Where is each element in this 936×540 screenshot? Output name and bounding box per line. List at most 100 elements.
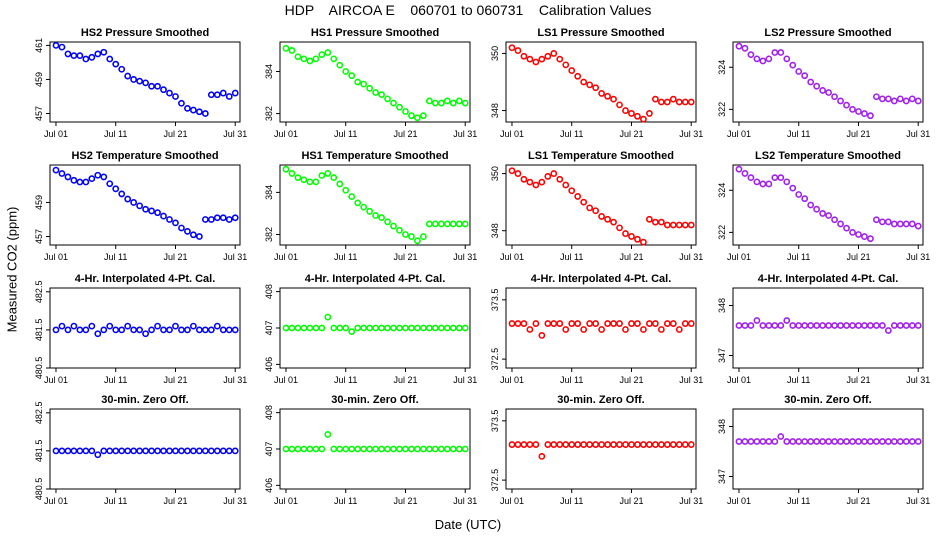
data-point — [419, 445, 427, 453]
data-point — [520, 52, 528, 60]
data-point — [402, 231, 409, 238]
data-point — [219, 89, 227, 97]
data-point — [312, 324, 320, 332]
plot-frame — [505, 164, 697, 246]
data-point — [219, 447, 227, 455]
data-point — [160, 212, 167, 220]
data-point — [675, 441, 683, 448]
data-point — [902, 322, 910, 329]
data-point — [544, 173, 552, 180]
plot-frame — [732, 41, 924, 123]
x-tick-label: Jul 31 — [223, 129, 247, 139]
data-point — [348, 328, 356, 336]
data-point — [390, 445, 397, 453]
data-point — [414, 114, 421, 122]
chart-title: 30-min. Zero Off. — [784, 394, 871, 406]
data-point — [556, 441, 564, 448]
data-point — [178, 224, 185, 232]
plot-frame — [279, 41, 471, 123]
data-point — [124, 72, 132, 80]
data-point — [777, 322, 785, 329]
data-point — [562, 326, 570, 333]
data-point — [867, 322, 874, 329]
data-point — [747, 322, 755, 329]
data-point — [172, 322, 179, 330]
x-tick-label: Jul 01 — [274, 496, 298, 506]
data-point — [831, 438, 838, 445]
data-point — [372, 324, 379, 332]
data-point — [837, 220, 844, 228]
x-tick-label: Jul 31 — [223, 252, 247, 262]
data-point — [562, 441, 570, 448]
data-point — [520, 441, 528, 448]
data-point — [813, 438, 821, 445]
x-tick-label: Jul 11 — [334, 252, 357, 262]
data-point — [288, 170, 296, 177]
data-point — [312, 445, 320, 453]
data-point — [532, 320, 540, 327]
x-tick-label: Jul 01 — [44, 129, 68, 139]
data-point — [574, 441, 582, 448]
data-point — [884, 438, 892, 445]
y-tick-label: 482.5 — [34, 402, 44, 425]
data-point — [195, 108, 203, 116]
data-point — [878, 322, 886, 329]
x-tick-label: Jul 21 — [163, 375, 187, 385]
data-point — [201, 447, 209, 455]
data-point — [645, 441, 653, 448]
data-point — [747, 51, 755, 59]
data-point — [76, 52, 84, 60]
data-point — [354, 445, 362, 453]
plot-frame — [505, 408, 697, 490]
data-point — [354, 78, 362, 86]
data-point — [586, 204, 594, 212]
data-point — [896, 95, 904, 103]
chart-title: 4-Hr. Interpolated 4-Pt. Cal. — [75, 273, 216, 285]
y-tick-label: 372.5 — [490, 348, 500, 371]
data-point — [106, 447, 114, 455]
data-point — [455, 220, 463, 228]
data-point — [437, 99, 445, 107]
x-tick-label: Jul 11 — [787, 252, 810, 262]
x-tick-label: Jul 01 — [727, 129, 751, 139]
data-point — [598, 326, 605, 333]
data-point — [735, 165, 743, 173]
data-point — [645, 320, 653, 327]
data-point — [318, 324, 326, 332]
data-point — [189, 322, 197, 330]
data-point — [336, 324, 344, 332]
data-point — [663, 98, 671, 106]
data-point — [508, 167, 516, 175]
data-point — [82, 326, 90, 334]
x-tick-label: Jul 31 — [906, 252, 930, 262]
data-point — [765, 180, 773, 188]
data-point — [592, 320, 600, 327]
data-point — [312, 178, 320, 186]
data-point — [807, 78, 815, 86]
data-point — [64, 447, 72, 455]
data-point — [76, 326, 84, 334]
data-point — [425, 97, 433, 105]
data-point — [914, 322, 922, 329]
x-tick-label: Jul 31 — [453, 129, 477, 139]
data-point — [855, 231, 862, 238]
data-point — [106, 322, 114, 330]
y-tick-label: 322 — [717, 225, 727, 240]
data-point — [890, 97, 898, 105]
data-point — [580, 441, 588, 448]
x-tick-label: Jul 21 — [846, 252, 870, 262]
data-point — [735, 42, 743, 50]
data-point — [431, 445, 439, 453]
data-point — [312, 55, 320, 63]
data-point — [195, 447, 203, 455]
data-point — [825, 322, 832, 329]
data-point — [568, 187, 576, 195]
data-point — [282, 165, 290, 173]
data-point — [568, 441, 576, 448]
data-point — [598, 213, 605, 220]
data-point — [777, 49, 785, 56]
x-tick-label: Jul 01 — [44, 252, 68, 262]
data-point — [366, 84, 374, 92]
chart-panel: 30-min. Zero Off. Jul 01 Jul 11 Jul 21 Jul 3… — [264, 394, 477, 506]
data-point — [118, 447, 126, 455]
